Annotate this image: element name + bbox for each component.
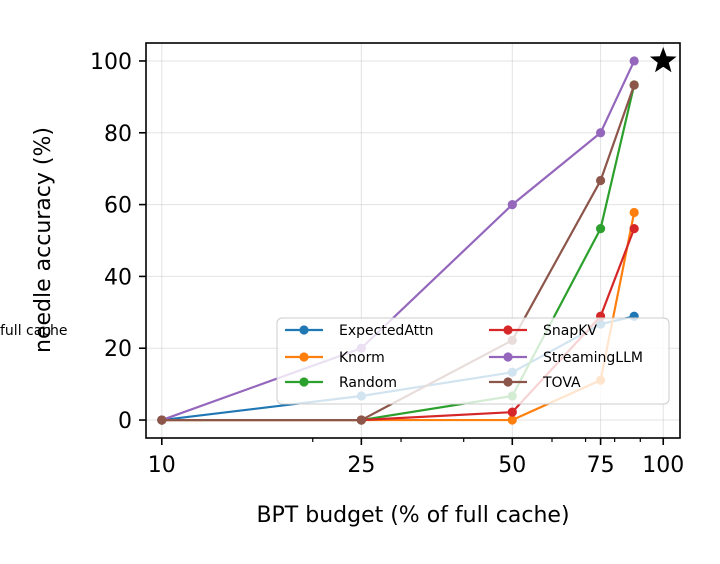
legend-marker [503, 325, 513, 335]
legend-item: StreamingLLM [489, 350, 643, 366]
legend-label: ExpectedAttn [339, 323, 434, 339]
data-point [356, 415, 366, 425]
legend-label: full cache [0, 323, 68, 339]
legend-marker [299, 352, 309, 362]
data-point [595, 175, 606, 186]
legend-marker [299, 377, 309, 387]
data-point [157, 415, 167, 425]
y-axis-ticks: 0 20 40 60 80 100 [90, 50, 146, 434]
legend-item: ExpectedAttn [285, 323, 434, 339]
legend-marker [503, 377, 513, 387]
legend: ExpectedAttn Knorm Random SnapKV StreamingLL… [0, 317, 670, 405]
legend-marker [299, 325, 309, 335]
y-tick-label: 0 [118, 409, 132, 434]
y-axis-title: needle accuracy (%) [31, 127, 56, 353]
y-tick-label: 100 [90, 50, 132, 75]
data-point [629, 56, 639, 66]
data-point [507, 415, 517, 425]
data-point [507, 407, 517, 417]
y-tick-label: 60 [104, 194, 132, 219]
legend-marker [503, 352, 513, 362]
data-point [629, 207, 639, 218]
full-cache-star-marker [649, 46, 677, 73]
data-point [629, 224, 639, 234]
x-tick-label: 50 [498, 453, 526, 478]
x-axis-ticks: 10 25 50 75 100 [148, 438, 684, 478]
legend-item: full cache [0, 323, 68, 339]
legend-label: Random [339, 375, 397, 391]
y-tick-label: 20 [104, 337, 132, 362]
data-point [629, 80, 639, 90]
legend-box [276, 317, 670, 405]
plot-frame [145, 42, 681, 439]
legend-item: Random [285, 375, 397, 391]
legend-label: StreamingLLM [543, 350, 643, 366]
y-tick-label: 40 [104, 265, 132, 290]
data-point [595, 128, 606, 138]
x-tick-label: 10 [148, 453, 176, 478]
legend-item: Knorm [285, 350, 385, 366]
legend-label: SnapKV [543, 323, 597, 339]
reference-point [649, 46, 677, 73]
legend-item: SnapKV [489, 323, 597, 339]
x-axis-title: BPT budget (% of full cache) [256, 503, 569, 528]
grid [146, 43, 680, 438]
x-tick-label: 75 [587, 453, 615, 478]
legend-label: TOVA [542, 375, 581, 391]
y-tick-label: 80 [104, 122, 132, 147]
data-point [507, 199, 517, 210]
x-tick-label: 100 [642, 453, 684, 478]
legend-item: TOVA [489, 375, 581, 391]
x-tick-label: 25 [347, 453, 375, 478]
legend-label: Knorm [339, 350, 385, 366]
data-point [595, 224, 606, 234]
